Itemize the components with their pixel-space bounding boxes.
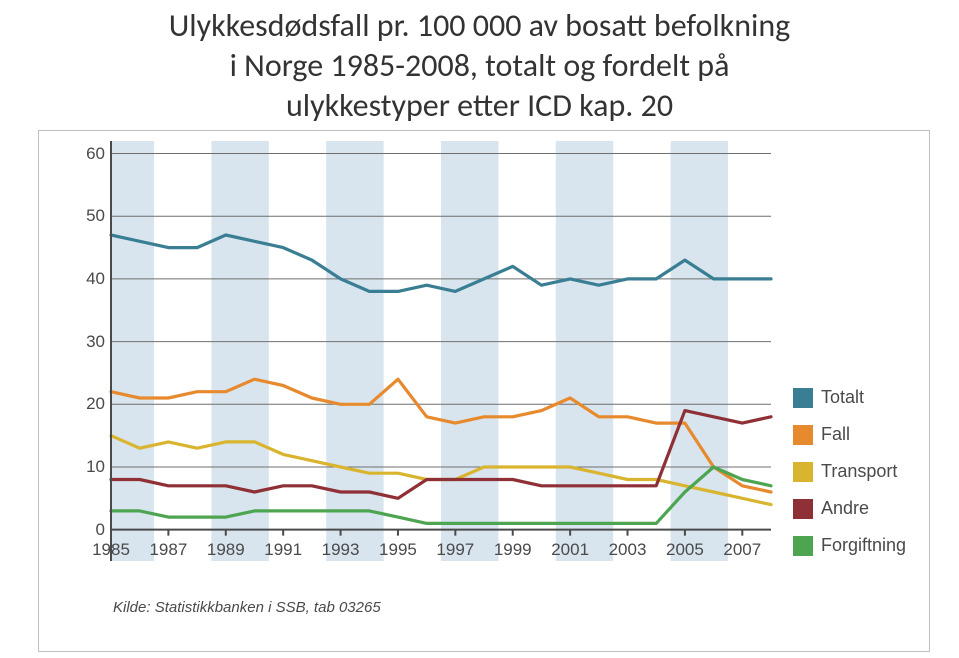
- legend-item-transport: Transport: [793, 461, 923, 482]
- legend-item-totalt: Totalt: [793, 387, 923, 408]
- legend-swatch: [793, 536, 813, 556]
- x-tick-label: 1991: [264, 540, 302, 560]
- legend-item-forgiftning: Forgiftning: [793, 535, 923, 556]
- x-tick-label: 1995: [379, 540, 417, 560]
- legend-label: Fall: [821, 424, 850, 445]
- x-tick-label: 2003: [609, 540, 647, 560]
- legend-swatch: [793, 388, 813, 408]
- y-tick-label: 60: [83, 144, 105, 164]
- y-tick-label: 0: [83, 520, 105, 540]
- y-tick-label: 40: [83, 269, 105, 289]
- x-tick-label: 1987: [149, 540, 187, 560]
- legend-item-andre: Andre: [793, 498, 923, 519]
- legend-swatch: [793, 425, 813, 445]
- legend-swatch: [793, 462, 813, 482]
- x-tick-label: 1989: [207, 540, 245, 560]
- legend-label: Transport: [821, 461, 897, 482]
- y-tick-label: 10: [83, 457, 105, 477]
- x-tick-label: 1999: [494, 540, 532, 560]
- x-tick-label: 2005: [666, 540, 704, 560]
- x-tick-label: 1993: [322, 540, 360, 560]
- x-tick-label: 1997: [436, 540, 474, 560]
- y-tick-label: 20: [83, 394, 105, 414]
- legend-label: Forgiftning: [821, 535, 906, 556]
- title-line-3: ulykkestyper etter ICD kap. 20: [286, 86, 673, 125]
- y-tick-label: 50: [83, 206, 105, 226]
- line-chart: [39, 131, 789, 607]
- legend-label: Totalt: [821, 387, 864, 408]
- title-line-2: i Norge 1985-2008, totalt og fordelt på: [230, 46, 730, 85]
- legend-label: Andre: [821, 498, 869, 519]
- source-citation: Kilde: Statistikkbanken i SSB, tab 03265: [113, 599, 381, 616]
- title-line-1: Ulykkesdødsfall pr. 100 000 av bosatt be…: [169, 6, 790, 45]
- legend-swatch: [793, 499, 813, 519]
- chart-container: Totalt Fall Transport Andre Forgiftning 1985…: [38, 130, 930, 652]
- legend: Totalt Fall Transport Andre Forgiftning: [793, 371, 923, 572]
- x-tick-label: 2001: [551, 540, 589, 560]
- background-bands: [111, 141, 728, 561]
- y-tick-label: 30: [83, 332, 105, 352]
- x-tick-label: 2007: [723, 540, 761, 560]
- chart-title: Ulykkesdødsfall pr. 100 000 av bosatt be…: [0, 6, 959, 126]
- legend-item-fall: Fall: [793, 424, 923, 445]
- x-tick-label: 1985: [92, 540, 130, 560]
